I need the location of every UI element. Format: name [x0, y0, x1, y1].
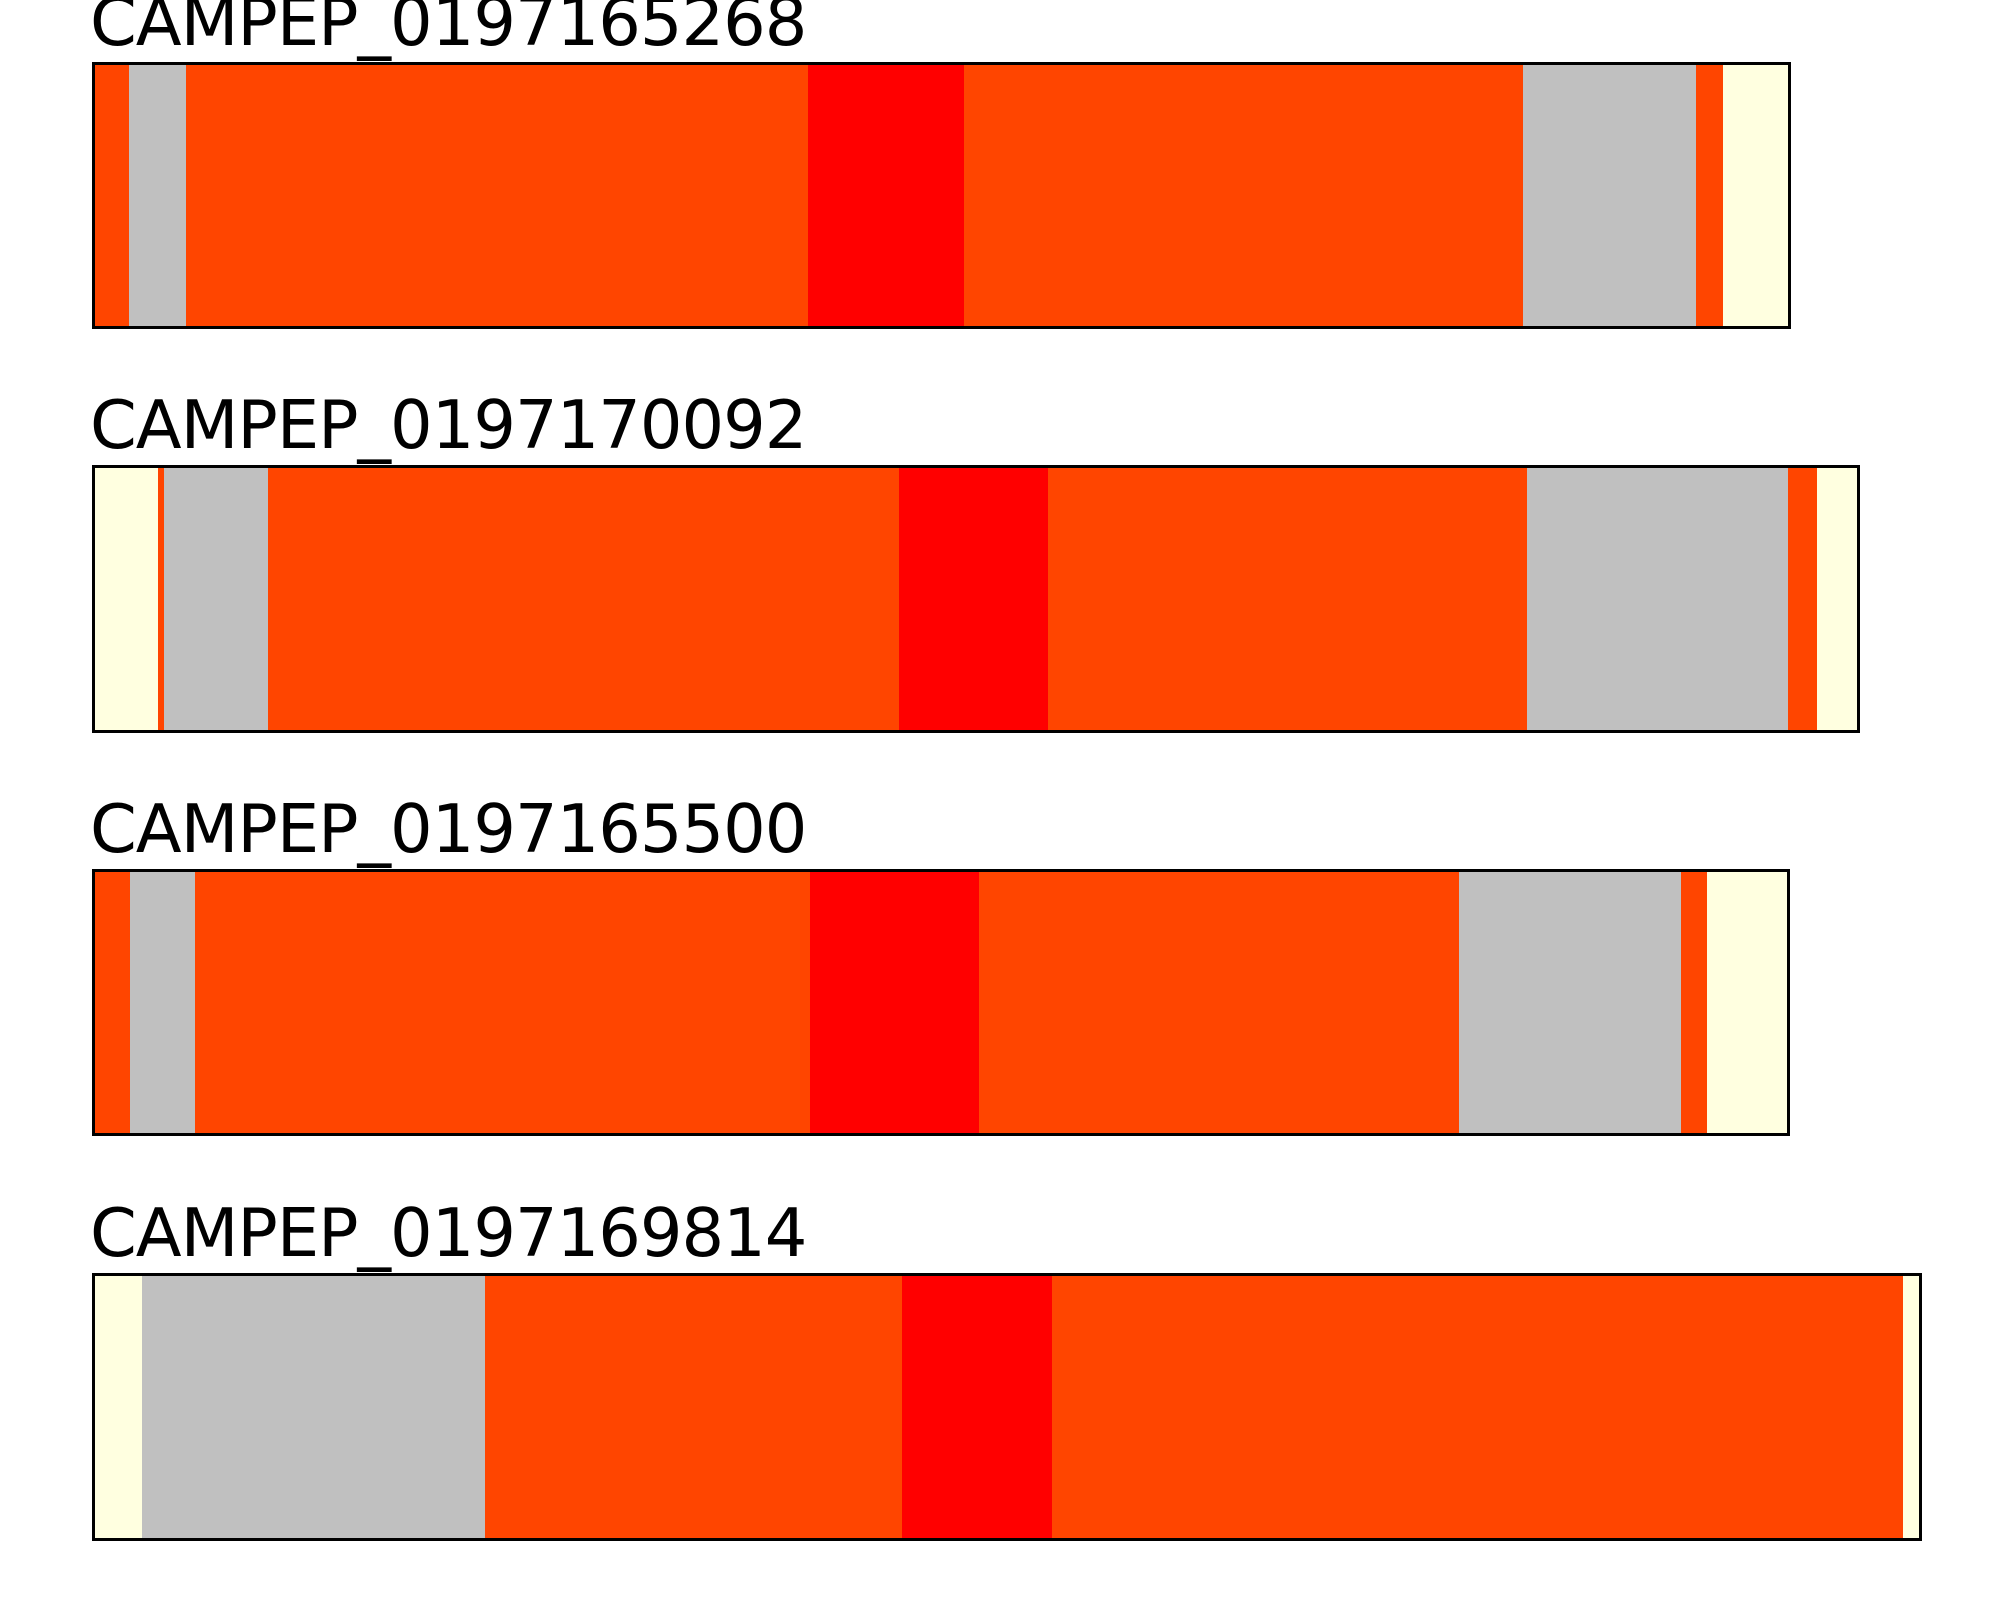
segment-cream	[1723, 65, 1788, 326]
sequence-bar	[92, 465, 1860, 733]
segment-red	[810, 872, 979, 1133]
segment-orange	[1681, 872, 1707, 1133]
panel-title: CAMPEP_0197165500	[90, 790, 807, 868]
panel-title: CAMPEP_0197170092	[90, 386, 807, 464]
segment-gray	[129, 65, 186, 326]
segment-gray	[1527, 468, 1788, 730]
segment-gray	[1459, 872, 1681, 1133]
segment-orange	[964, 65, 1523, 326]
segment-red	[899, 468, 1048, 730]
segment-orange	[186, 65, 808, 326]
segment-red	[808, 65, 964, 326]
segment-cream	[1817, 468, 1857, 730]
sequence-bar	[92, 869, 1790, 1136]
segment-orange	[158, 468, 164, 730]
sequence-bar	[92, 62, 1791, 329]
segment-gray	[164, 468, 268, 730]
segment-gray	[1523, 65, 1696, 326]
segment-orange	[979, 872, 1459, 1133]
panel-title: CAMPEP_0197165268	[90, 0, 807, 61]
segment-orange	[1052, 1276, 1903, 1538]
segment-orange	[1048, 468, 1527, 730]
segment-orange	[268, 468, 899, 730]
segment-orange	[95, 872, 130, 1133]
segment-orange	[95, 65, 129, 326]
segment-cream	[1707, 872, 1787, 1133]
panel-title: CAMPEP_0197169814	[90, 1194, 807, 1272]
segment-orange	[1696, 65, 1723, 326]
segment-orange	[195, 872, 810, 1133]
segment-cream	[1903, 1276, 1919, 1538]
segment-red	[902, 1276, 1052, 1538]
segment-gray	[130, 872, 195, 1133]
segment-orange	[485, 1276, 902, 1538]
segment-cream	[95, 468, 158, 730]
segment-gray	[142, 1276, 485, 1538]
segment-orange	[1788, 468, 1817, 730]
sequence-bar	[92, 1273, 1922, 1541]
segment-cream	[95, 1276, 142, 1538]
